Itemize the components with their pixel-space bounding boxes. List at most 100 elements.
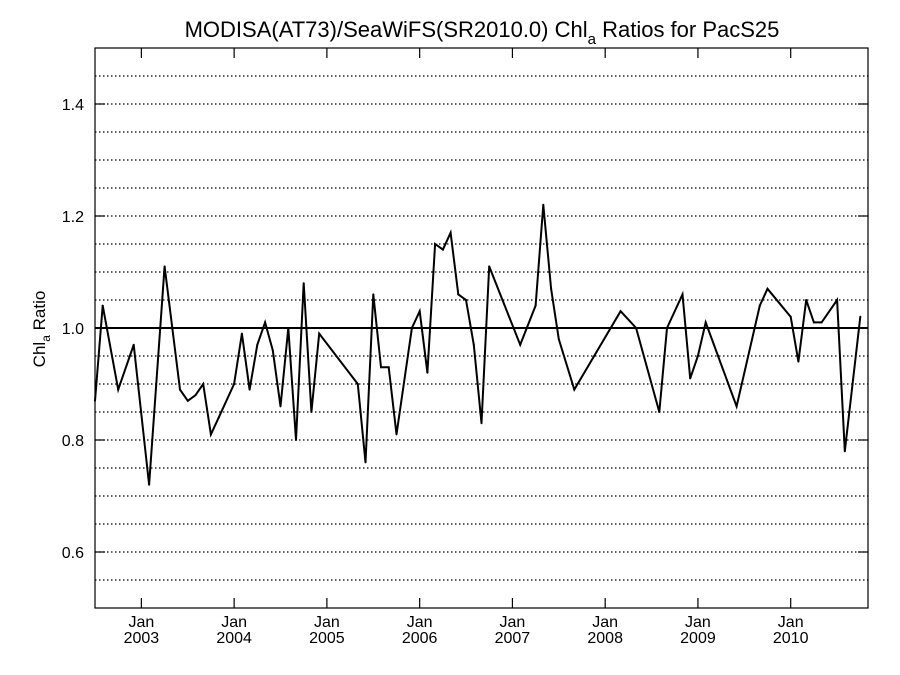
data-point xyxy=(271,349,274,352)
data-point xyxy=(519,343,522,346)
y-tick-label: 0.8 xyxy=(62,433,84,450)
x-axis: Jan2003Jan2004Jan2005Jan2006Jan2007Jan20… xyxy=(124,48,809,647)
x-tick-month-label: Jan xyxy=(500,614,526,631)
x-tick-month-label: Jan xyxy=(778,614,804,631)
data-point xyxy=(233,383,236,385)
x-tick-year-label: 2010 xyxy=(773,630,809,647)
data-point xyxy=(318,332,321,335)
y-tick-label: 1.0 xyxy=(62,321,84,338)
data-point xyxy=(805,299,808,301)
y-tick-label: 1.2 xyxy=(62,209,84,226)
data-point xyxy=(295,439,297,441)
data-point xyxy=(472,343,475,346)
data-point xyxy=(789,315,792,318)
x-tick-year-label: 2009 xyxy=(680,630,716,647)
x-tick-year-label: 2007 xyxy=(495,630,531,647)
x-tick-year-label: 2008 xyxy=(587,630,623,647)
data-point xyxy=(457,293,460,296)
chart-title-prefix: MODISA(AT73)/SeaWiFS(SR2010.0) Chl xyxy=(185,17,588,42)
data-point xyxy=(302,282,305,285)
data-point xyxy=(573,388,576,391)
data-point xyxy=(356,383,359,385)
data-point xyxy=(209,433,212,436)
x-tick-month-label: Jan xyxy=(221,614,247,631)
data-point xyxy=(465,299,467,301)
data-point xyxy=(287,327,290,329)
data-point xyxy=(256,343,259,346)
data-point xyxy=(635,327,638,329)
data-point xyxy=(380,366,382,369)
data-point xyxy=(859,315,862,318)
data-point xyxy=(101,304,104,307)
grid-lines xyxy=(95,75,868,581)
data-point xyxy=(812,321,815,324)
data-point xyxy=(542,203,545,206)
data-point xyxy=(758,304,761,307)
data-point xyxy=(202,383,205,385)
x-tick-year-label: 2003 xyxy=(124,630,160,647)
x-tick-year-label: 2006 xyxy=(402,630,438,647)
data-point xyxy=(449,231,452,234)
x-tick-year-label: 2005 xyxy=(309,630,345,647)
data-point xyxy=(117,388,120,391)
data-point xyxy=(441,248,444,251)
y-axis-title: Chla Ratio xyxy=(30,291,53,368)
data-point xyxy=(426,371,429,374)
data-point xyxy=(820,321,823,324)
x-tick-month-label: Jan xyxy=(314,614,340,631)
data-point xyxy=(186,399,189,402)
data-point xyxy=(550,287,553,290)
data-point xyxy=(395,433,398,436)
data-point xyxy=(619,310,622,313)
data-point xyxy=(310,411,313,413)
data-point xyxy=(410,327,413,329)
data-point xyxy=(248,388,251,391)
data-point xyxy=(194,394,197,397)
data-point xyxy=(279,405,282,408)
x-tick-month-label: Jan xyxy=(685,614,711,631)
data-point xyxy=(534,304,537,307)
data-point xyxy=(696,355,699,357)
data-point xyxy=(666,327,668,329)
chart-title: MODISA(AT73)/SeaWiFS(SR2010.0) Chla Rati… xyxy=(185,17,780,48)
data-point xyxy=(372,293,375,296)
x-tick-month-label: Jan xyxy=(407,614,433,631)
data-point xyxy=(480,422,483,425)
x-tick-month-label: Jan xyxy=(128,614,154,631)
data-point xyxy=(658,411,661,413)
chart-title-subscript: a xyxy=(588,31,597,48)
data-point xyxy=(240,332,243,335)
data-point xyxy=(217,416,220,419)
data-point xyxy=(843,450,846,453)
series-layer xyxy=(94,203,862,486)
series-line xyxy=(94,204,862,485)
y-axis-title-subscript: a xyxy=(39,335,53,342)
y-tick-label: 1.4 xyxy=(62,97,84,114)
data-point xyxy=(766,287,769,290)
chart-title-suffix: Ratios for PacS25 xyxy=(596,17,779,42)
data-point xyxy=(704,321,707,324)
data-point xyxy=(364,461,367,464)
data-point xyxy=(557,338,560,341)
data-point xyxy=(148,483,151,486)
x-tick-year-label: 2004 xyxy=(216,630,252,647)
data-point xyxy=(434,243,437,245)
data-point xyxy=(387,366,390,369)
data-point xyxy=(488,265,491,268)
y-axis: 0.6 0.8 1.0 1.2 1.4 xyxy=(62,97,868,562)
y-axis-title-main: Chl xyxy=(30,342,49,368)
y-tick-label: 0.6 xyxy=(62,545,84,562)
y-axis-title-suffix: Ratio xyxy=(30,291,49,335)
data-point xyxy=(681,293,684,296)
x-tick-month-label: Jan xyxy=(592,614,618,631)
data-point xyxy=(797,360,800,363)
data-point xyxy=(179,388,181,391)
data-point xyxy=(836,299,839,301)
data-point xyxy=(163,265,166,268)
data-point xyxy=(418,310,421,313)
data-point xyxy=(264,321,267,324)
data-point xyxy=(735,405,738,408)
data-point xyxy=(689,377,692,380)
data-point xyxy=(132,343,135,346)
